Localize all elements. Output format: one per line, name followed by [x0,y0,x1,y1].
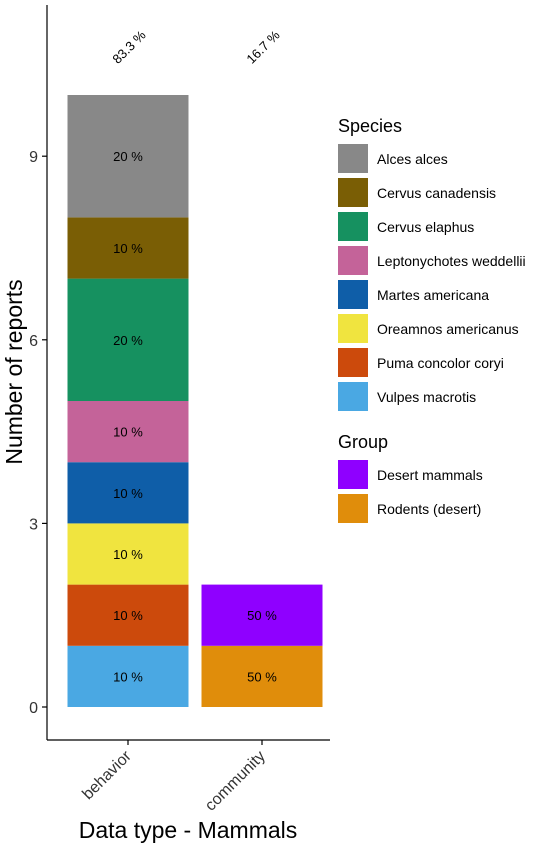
bar-segment [67,278,189,401]
data-label: 10 % [113,486,143,501]
legend-entry-label: Rodents (desert) [377,501,481,517]
legend-entry-label: Vulpes macrotis [377,389,476,405]
y-axis-title: Number of reports [1,279,27,464]
legend-title: Species [338,116,402,136]
legend-swatch [338,280,368,309]
legend-entry-label: Oreamnos americanus [377,321,519,337]
data-label: 50 % [247,608,277,623]
legend-entry-label: Leptonychotes weddellii [377,253,526,269]
bar-segment [67,523,189,585]
legend-swatch [338,460,368,489]
data-label: 20 % [113,333,143,348]
data-label: 20 % [113,149,143,164]
bar-segment [201,645,323,707]
legend-entry-label: Cervus canadensis [377,185,496,201]
legend-entry-label: Martes americana [377,287,489,303]
legend-swatch [338,382,368,411]
legend-entry-label: Cervus elaphus [377,219,474,235]
bar-segment [67,217,189,279]
y-tick-label: 3 [29,516,38,533]
bar-segment [67,401,189,463]
data-label: 10 % [113,669,143,684]
legend-swatch [338,246,368,275]
legend: Species Alces alces Cervus canadensis Cervu… [338,116,526,523]
plot-area: 10 % 10 % 10 % 10 % 10 % 20 % 10 % 20 % 83.3 % 50… [67,27,323,707]
category-total-label: 83.3 % [109,27,149,67]
legend-swatch [338,212,368,241]
data-label: 10 % [113,608,143,623]
x-tick-label: behavior [79,747,135,803]
bar-segment [67,584,189,646]
data-label: 10 % [113,547,143,562]
category-total-label: 16.7 % [243,27,283,67]
legend-swatch [338,178,368,207]
legend-swatch [338,144,368,173]
data-label: 10 % [113,425,143,440]
data-label: 10 % [113,241,143,256]
legend-swatch [338,314,368,343]
legend-entry-label: Alces alces [377,151,448,167]
y-tick-label: 9 [29,149,38,166]
y-tick-label: 0 [29,700,38,717]
bar-segment [67,645,189,707]
legend-entry-label: Desert mammals [377,467,483,483]
bar-segment [67,462,189,524]
bar-segment [201,584,323,646]
x-tick-label: community [202,748,269,815]
legend-swatch [338,348,368,377]
x-axis-title: Data type - Mammals [79,817,298,843]
legend-entry-label: Puma concolor coryi [377,355,504,371]
legend-title: Group [338,432,388,452]
legend-swatch [338,494,368,523]
bar-segment [67,95,189,218]
data-label: 50 % [247,669,277,684]
y-tick-label: 6 [29,333,38,350]
